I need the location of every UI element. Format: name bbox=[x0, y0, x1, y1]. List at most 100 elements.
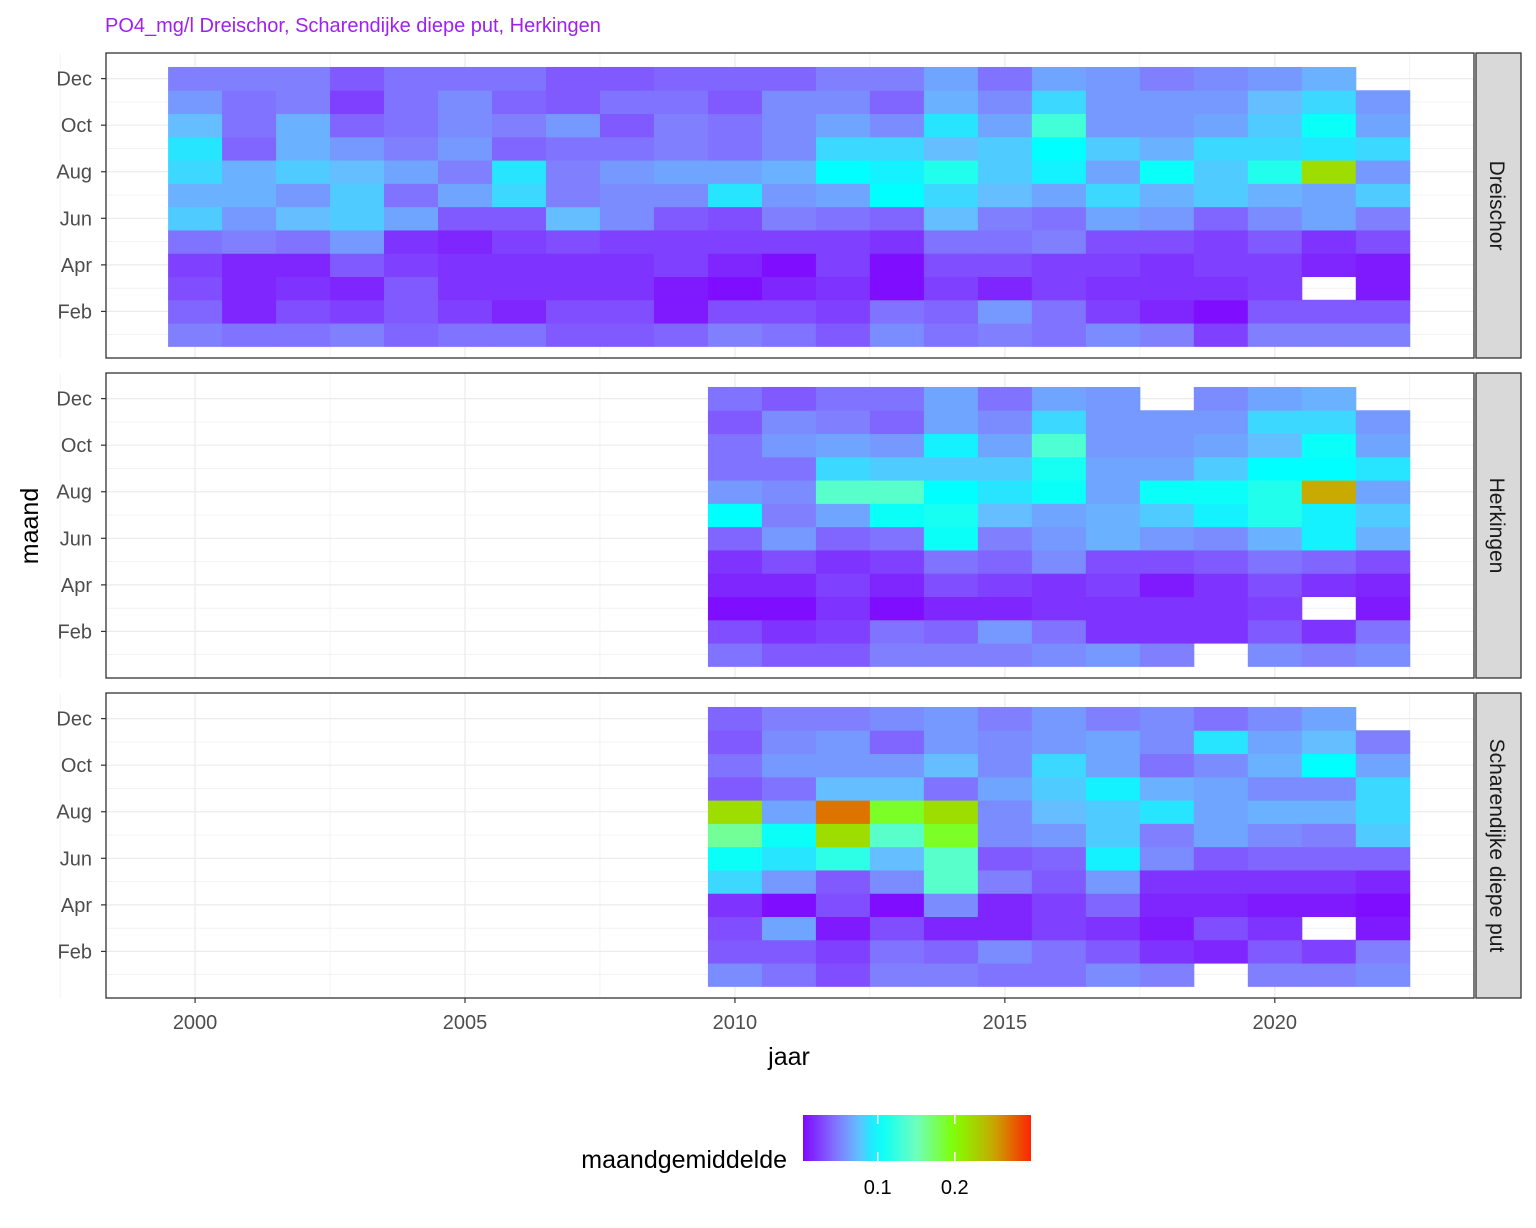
heatmap-cell bbox=[168, 66, 223, 91]
heatmap-cell bbox=[1301, 66, 1357, 91]
y-tick-label: Feb bbox=[58, 941, 92, 963]
legend-tick-label: 0.1 bbox=[864, 1177, 892, 1199]
heatmap-cell bbox=[977, 229, 1033, 254]
heatmap-cell bbox=[923, 963, 979, 987]
heatmap-cell bbox=[1355, 869, 1411, 894]
heatmap-cell bbox=[1139, 90, 1195, 115]
heatmap-cell bbox=[977, 113, 1033, 138]
heatmap-cell bbox=[1031, 526, 1087, 551]
heatmap-cell bbox=[1301, 753, 1357, 778]
heatmap-cell bbox=[707, 596, 763, 621]
y-tick-label: Dec bbox=[56, 709, 92, 731]
heatmap-cell bbox=[977, 730, 1033, 755]
heatmap-cell bbox=[384, 183, 439, 208]
heatmap-cell bbox=[1301, 136, 1357, 161]
heatmap-cell bbox=[977, 323, 1033, 347]
heatmap-cell bbox=[761, 253, 817, 278]
heatmap-cell bbox=[1193, 619, 1249, 644]
heatmap-cell bbox=[1085, 503, 1141, 528]
heatmap-cell bbox=[1247, 206, 1303, 231]
heatmap-cell bbox=[1247, 869, 1303, 894]
heatmap-cell bbox=[1193, 253, 1249, 278]
heatmap-cell bbox=[438, 66, 493, 91]
heatmap-cell bbox=[276, 90, 331, 115]
heatmap-cell bbox=[1085, 253, 1141, 278]
heatmap-cell bbox=[1031, 386, 1087, 411]
heatmap-cell bbox=[545, 90, 601, 115]
heatmap-cell bbox=[923, 386, 979, 411]
heatmap-cell bbox=[1085, 229, 1141, 254]
heatmap-cell bbox=[869, 619, 925, 644]
heatmap-cell bbox=[599, 183, 655, 208]
heatmap-cell bbox=[869, 753, 925, 778]
heatmap-cell bbox=[1301, 939, 1357, 964]
heatmap-cell bbox=[1085, 916, 1141, 941]
heatmap-cell bbox=[761, 433, 817, 458]
heatmap-cell bbox=[168, 276, 223, 301]
heatmap-cell bbox=[761, 800, 817, 824]
heatmap-cell bbox=[384, 229, 439, 254]
x-tick-label: 2005 bbox=[443, 1012, 488, 1034]
heatmap-cell bbox=[1355, 229, 1411, 254]
facet-panels: Feb Apr Jun Aug Oct Dec Dreischor Feb Apr Jun Aug O… bbox=[56, 52, 1522, 999]
heatmap-cell bbox=[977, 776, 1033, 801]
heatmap-cell bbox=[761, 276, 817, 301]
heatmap-cell bbox=[545, 206, 601, 231]
heatmap-cell bbox=[815, 549, 871, 574]
y-tick-label: Jun bbox=[60, 848, 92, 870]
heatmap-cell bbox=[707, 456, 763, 481]
heatmap-cell bbox=[1301, 253, 1357, 278]
heatmap-cell bbox=[707, 183, 763, 208]
heatmap-cell bbox=[977, 253, 1033, 278]
heatmap-cell bbox=[1247, 386, 1303, 411]
heatmap-cell bbox=[1301, 706, 1357, 731]
heatmap-cell bbox=[707, 869, 763, 894]
heatmap-cell bbox=[1085, 386, 1141, 411]
heatmap-cell bbox=[923, 433, 979, 458]
heatmap-cell bbox=[1301, 433, 1357, 458]
heatmap-cell bbox=[438, 113, 493, 138]
heatmap-cell bbox=[1031, 643, 1087, 667]
heatmap-cell bbox=[653, 66, 709, 91]
heatmap-cell bbox=[815, 823, 871, 848]
heatmap-cell bbox=[977, 963, 1033, 987]
heatmap-cell bbox=[1139, 526, 1195, 551]
heatmap-cell bbox=[1031, 869, 1087, 894]
heatmap-cell bbox=[1301, 893, 1357, 918]
heatmap-cell bbox=[545, 276, 601, 301]
heatmap-cell bbox=[1031, 573, 1087, 598]
heatmap-cell bbox=[815, 503, 871, 528]
heatmap-cell bbox=[168, 206, 223, 231]
heatmap-cell bbox=[222, 66, 277, 91]
heatmap-cell bbox=[653, 90, 709, 115]
heatmap-cell bbox=[923, 846, 979, 871]
heatmap-cell bbox=[923, 730, 979, 755]
heatmap-cell bbox=[977, 410, 1033, 435]
heatmap-cell bbox=[977, 456, 1033, 481]
heatmap-cell bbox=[222, 253, 277, 278]
heatmap-cell bbox=[168, 136, 223, 161]
heatmap-cell bbox=[1247, 136, 1303, 161]
heatmap-cell bbox=[707, 480, 763, 504]
heatmap-cell bbox=[1355, 596, 1411, 621]
heatmap-cell bbox=[869, 706, 925, 731]
heatmap-cell bbox=[977, 276, 1033, 301]
heatmap-cell bbox=[923, 549, 979, 574]
heatmap-cell bbox=[1139, 643, 1195, 667]
heatmap-cell bbox=[1085, 730, 1141, 755]
heatmap-cell bbox=[761, 299, 817, 324]
heatmap-cell bbox=[1085, 573, 1141, 598]
heatmap-cell bbox=[1031, 276, 1087, 301]
heatmap-cell bbox=[1301, 113, 1357, 138]
x-axis-title: jaar bbox=[767, 1043, 810, 1071]
y-tick-label: Dec bbox=[56, 69, 92, 91]
heatmap-cell bbox=[869, 253, 925, 278]
heatmap-cell bbox=[869, 573, 925, 598]
facet-panel-herkingen: Feb Apr Jun Aug Oct Dec Herkingen bbox=[56, 372, 1522, 679]
heatmap-cell bbox=[1139, 410, 1195, 435]
heatmap-cell bbox=[1301, 869, 1357, 894]
heatmap-cell bbox=[1301, 386, 1357, 411]
heatmap-cell bbox=[1139, 776, 1195, 801]
heatmap-cell bbox=[923, 323, 979, 347]
heatmap-cell bbox=[653, 206, 709, 231]
